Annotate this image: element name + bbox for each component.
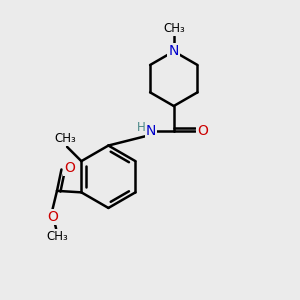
Text: N: N [146,124,156,138]
Text: O: O [64,161,75,175]
Text: H: H [137,121,146,134]
Text: CH₃: CH₃ [55,132,76,145]
Text: O: O [197,124,208,138]
Text: O: O [47,210,58,224]
Text: CH₃: CH₃ [47,230,68,242]
Text: N: N [169,44,179,58]
Text: CH₃: CH₃ [163,22,185,35]
